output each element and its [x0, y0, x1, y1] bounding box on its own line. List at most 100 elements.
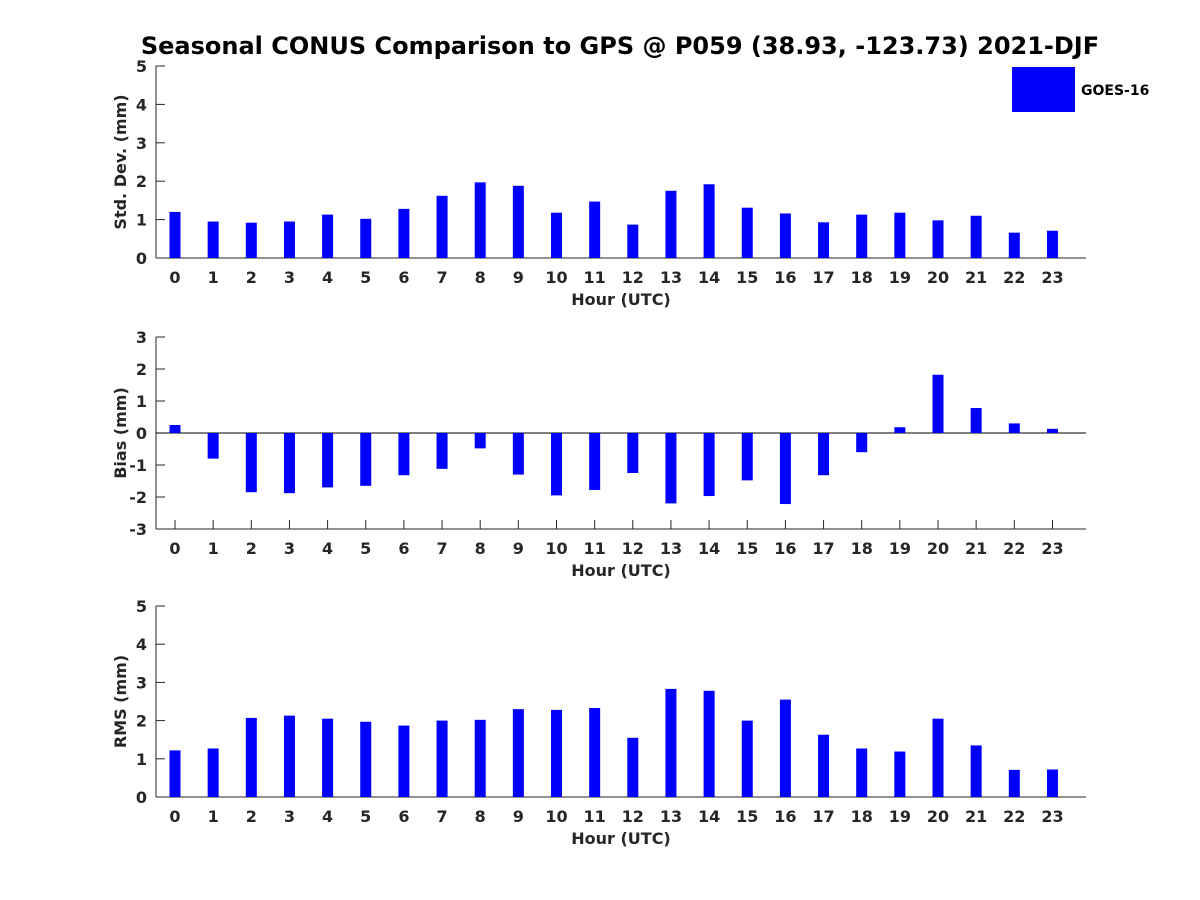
std-dev-x-tick-label: 18: [851, 268, 873, 287]
std-dev-y-tick-label: 0: [136, 249, 147, 268]
std-dev-x-tick-label: 15: [736, 268, 758, 287]
bias-x-tick-label: 1: [208, 539, 219, 558]
rms-y-axis-label: RMS (mm): [111, 655, 130, 748]
std-dev-bar: [627, 224, 639, 258]
rms-x-tick-label: 4: [322, 807, 333, 826]
std-dev-x-tick-label: 5: [360, 268, 371, 287]
std-dev-bar: [703, 184, 715, 258]
bias-x-tick-label: 20: [927, 539, 949, 558]
rms-bar: [665, 688, 677, 797]
std-dev-bar: [322, 214, 334, 258]
std-dev-bar: [589, 201, 601, 258]
bias-x-axis-label: Hour (UTC): [571, 561, 671, 580]
std-dev-bar: [207, 221, 219, 258]
bias-x-tick-label: 9: [513, 539, 524, 558]
std-dev-bar: [360, 218, 372, 258]
rms-x-tick-label: 17: [812, 807, 834, 826]
bias-bar: [665, 433, 677, 504]
std-dev-x-tick-label: 16: [774, 268, 796, 287]
std-dev-x-tick-label: 8: [475, 268, 486, 287]
rms-y-tick-label: 2: [136, 712, 147, 731]
bias-y-tick-label: 2: [136, 360, 147, 379]
std-dev-x-tick-label: 22: [1003, 268, 1025, 287]
bias-bar: [512, 433, 524, 475]
rms-x-tick-label: 21: [965, 807, 987, 826]
rms-x-tick-label: 6: [398, 807, 409, 826]
std-dev-bar: [894, 212, 906, 258]
std-dev-x-axis-label: Hour (UTC): [571, 290, 671, 309]
bias-bar: [245, 433, 257, 493]
rms-bar: [932, 718, 944, 797]
bias-bar: [932, 374, 944, 433]
bias-x-tick-label: 3: [284, 539, 295, 558]
rms-x-tick-label: 22: [1003, 807, 1025, 826]
std-dev-bar: [245, 222, 257, 258]
rms-x-tick-label: 16: [774, 807, 796, 826]
std-dev-x-tick-label: 21: [965, 268, 987, 287]
rms-bar: [779, 699, 791, 797]
rms-y-tick-label: 4: [136, 635, 147, 654]
bias-bar: [589, 433, 601, 490]
rms-x-tick-label: 20: [927, 807, 949, 826]
std-dev-x-tick-label: 3: [284, 268, 295, 287]
bias-x-tick-label: 0: [169, 539, 180, 558]
std-dev-x-tick-label: 19: [889, 268, 911, 287]
std-dev-bar: [1008, 232, 1020, 258]
rms-bar: [322, 718, 334, 797]
std-dev-x-tick-label: 9: [513, 268, 524, 287]
bias-bar: [207, 433, 219, 459]
bias-bar: [1046, 428, 1058, 433]
rms-bar: [474, 719, 486, 797]
rms-x-axis-label: Hour (UTC): [571, 829, 671, 848]
std-dev-bar: [818, 222, 830, 258]
bias-x-tick-label: 17: [812, 539, 834, 558]
std-dev-x-tick-label: 6: [398, 268, 409, 287]
rms-x-tick-label: 14: [698, 807, 720, 826]
rms-bar: [207, 748, 219, 797]
bias-bar: [551, 433, 562, 496]
bias-x-tick-label: 22: [1003, 539, 1025, 558]
rms-bar: [1008, 769, 1020, 797]
bias-y-tick-label: -2: [129, 488, 147, 507]
std-dev-x-tick-label: 10: [545, 268, 567, 287]
rms-bar: [169, 750, 181, 797]
bias-bar: [818, 433, 830, 476]
bias-bar: [436, 433, 448, 469]
rms-bar: [856, 748, 868, 797]
std-dev-bar: [856, 214, 868, 258]
bias-x-tick-label: 14: [698, 539, 720, 558]
rms-x-tick-label: 12: [622, 807, 644, 826]
std-dev-y-tick-label: 5: [136, 57, 147, 76]
rms-bar: [703, 690, 715, 797]
rms-x-tick-label: 9: [513, 807, 524, 826]
bias-bar: [779, 433, 791, 505]
std-dev-bar: [474, 182, 486, 258]
rms-x-tick-label: 0: [169, 807, 180, 826]
bias-x-tick-label: 8: [475, 539, 486, 558]
std-dev-bar: [436, 195, 448, 258]
std-dev-x-tick-label: 13: [660, 268, 682, 287]
bias-bar: [283, 433, 295, 494]
std-dev-x-tick-label: 11: [584, 268, 606, 287]
bias-x-tick-label: 16: [774, 539, 796, 558]
rms-y-tick-label: 3: [136, 673, 147, 692]
std-dev-x-tick-label: 7: [436, 268, 447, 287]
legend: GOES-16: [1012, 67, 1149, 112]
std-dev-bar: [741, 207, 753, 258]
bias-y-tick-label: 1: [136, 392, 147, 411]
rms-x-tick-label: 3: [284, 807, 295, 826]
bias-bar: [856, 433, 868, 453]
bias-bar: [474, 433, 486, 449]
std-dev-bar: [665, 190, 677, 258]
rms-y-tick-label: 5: [136, 597, 147, 616]
rms-bar: [551, 709, 562, 797]
rms-x-tick-label: 5: [360, 807, 371, 826]
std-dev-bar: [398, 208, 410, 258]
rms-x-tick-label: 10: [545, 807, 567, 826]
std-dev-y-axis-label: Std. Dev. (mm): [111, 94, 130, 229]
bias-x-tick-label: 19: [889, 539, 911, 558]
rms-x-tick-label: 23: [1041, 807, 1063, 826]
rms-bar: [1046, 769, 1058, 797]
std-dev-x-tick-label: 14: [698, 268, 720, 287]
rms-bar: [436, 720, 448, 797]
